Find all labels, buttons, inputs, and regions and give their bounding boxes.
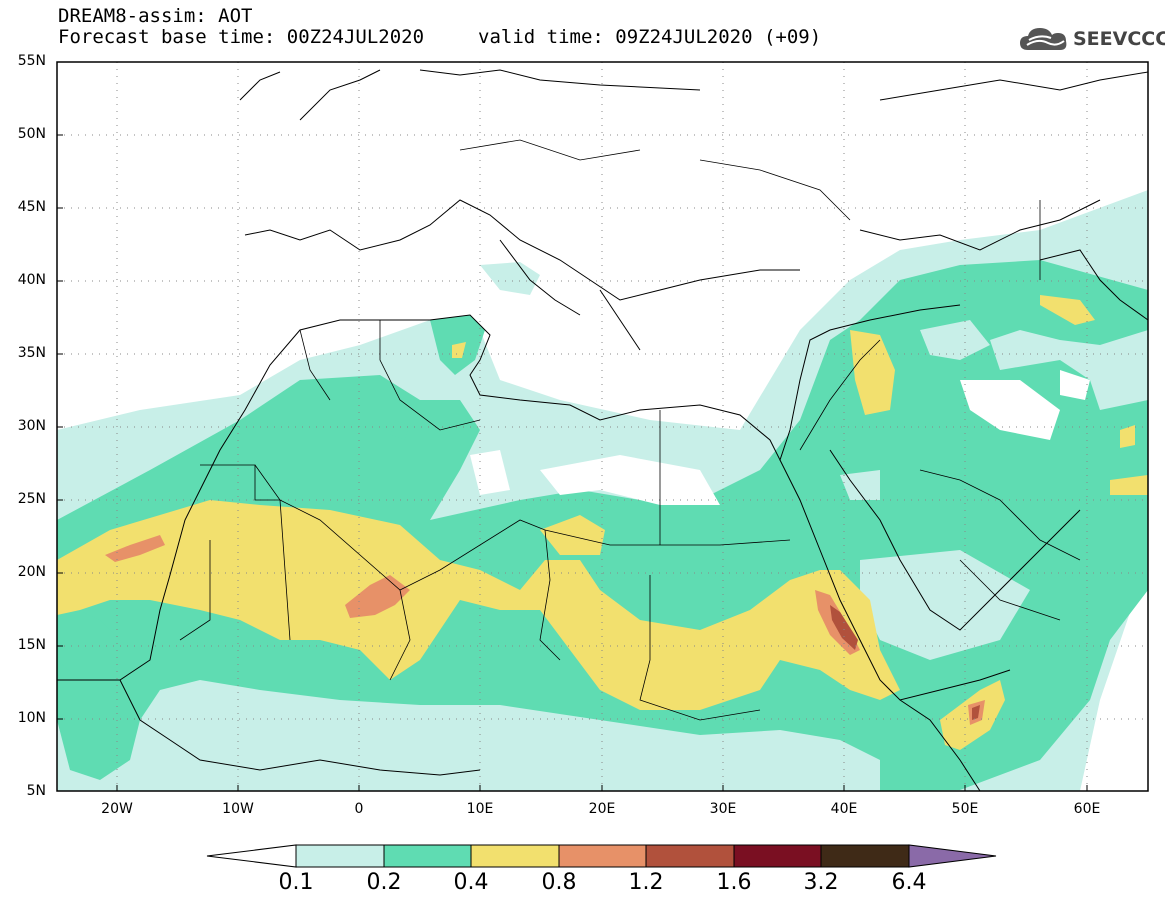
colorbar-label: 1.6: [716, 870, 752, 895]
colorbar-swatch: [558, 844, 647, 868]
aot-band-0.1-inner: [840, 320, 1030, 660]
lat-label: 15N: [17, 637, 46, 653]
colorbar-swatch: [820, 844, 910, 868]
colorbar-swatch: [470, 844, 560, 868]
axis-ticks: [57, 61, 1088, 791]
lat-label: 35N: [17, 345, 46, 361]
lon-label: 20E: [588, 801, 616, 817]
map-title: DREAM8-assim: AOT: [58, 5, 253, 27]
colorbar-label: 0.2: [366, 870, 402, 895]
country-borders: [179, 139, 1081, 721]
forecast-base-time: Forecast base time: 00Z24JUL2020: [58, 26, 425, 48]
lon-label: 20W: [101, 801, 133, 817]
colorbar-label: 0.4: [453, 870, 489, 895]
colorbar-high-arrow: [908, 844, 997, 868]
lat-label: 5N: [26, 783, 46, 799]
colorbar-label: 0.1: [278, 870, 314, 895]
colorbar-label: 0.8: [541, 870, 577, 895]
lat-label: 55N: [17, 53, 46, 69]
colorbar-label: 1.2: [628, 870, 664, 895]
lon-label: 60E: [1073, 801, 1101, 817]
grid-lines: [57, 62, 1148, 791]
lat-label: 20N: [17, 564, 46, 580]
lat-label: 10N: [17, 710, 46, 726]
coastlines: [57, 69, 1148, 791]
lat-label: 30N: [17, 418, 46, 434]
lat-label: 45N: [17, 199, 46, 215]
colorbar-swatch: [733, 844, 822, 868]
colorbar-swatch: [645, 844, 735, 868]
colorbar-label: 3.2: [803, 870, 839, 895]
lat-label: 40N: [17, 272, 46, 288]
colorbar-low-arrow: [206, 844, 297, 868]
aot-field: [57, 62, 1148, 791]
lon-label: 10E: [466, 801, 494, 817]
colorbar: [206, 844, 997, 868]
colorbar-swatch: [383, 844, 472, 868]
logo-text: SEEVCCC: [1073, 28, 1165, 50]
seevccc-logo: SEEVCCC: [1018, 24, 1165, 58]
aot-band-1.2: [830, 605, 980, 720]
lat-label: 25N: [17, 491, 46, 507]
colorbar-label: 6.4: [891, 870, 927, 895]
lon-label: 40E: [830, 801, 858, 817]
cloud-icon: [1020, 28, 1067, 50]
lat-label: 50N: [17, 126, 46, 142]
lon-label: 0: [354, 801, 364, 817]
colorbar-swatch: [295, 844, 385, 868]
lon-label: 50E: [951, 801, 979, 817]
lon-label: 30E: [709, 801, 737, 817]
valid-time: valid time: 09Z24JUL2020 (+09): [478, 26, 822, 48]
lon-label: 10W: [222, 801, 254, 817]
